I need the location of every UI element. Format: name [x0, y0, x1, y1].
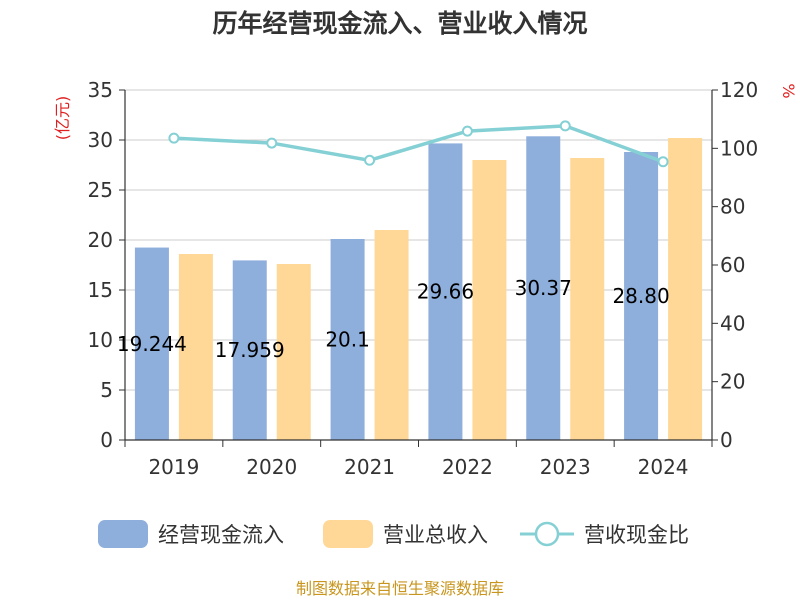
data-labels: 19.244 17.959 20.1 29.66 30.37 28.80	[117, 276, 670, 362]
y-left-tick-label: 20	[88, 228, 113, 252]
legend-label: 营收现金比	[584, 523, 689, 547]
legend-marker	[534, 521, 560, 547]
source-note: 制图数据来自恒生聚源数据库	[296, 579, 504, 598]
x-tick-label: 2019	[148, 455, 199, 479]
y-right-tick-label: 20	[720, 370, 745, 394]
data-label: 20.1	[325, 328, 370, 352]
line-point	[461, 125, 473, 137]
line-point	[657, 156, 669, 168]
y-right-tick-label: 40	[720, 311, 745, 335]
data-label: 19.244	[117, 332, 187, 356]
bar-营业总收入	[472, 160, 507, 440]
y-left-tick-label: 30	[88, 128, 113, 152]
bars	[134, 136, 703, 441]
y-right-tick-label: 120	[720, 78, 758, 102]
data-label: 30.37	[515, 276, 572, 300]
legend: 经营现金流入 营业总收入 营收现金比	[98, 520, 689, 548]
line-series	[168, 120, 669, 168]
legend-label: 经营现金流入	[158, 523, 284, 547]
data-label: 29.66	[417, 280, 474, 304]
line-point	[168, 132, 180, 144]
y-right-tick-label: 0	[720, 428, 733, 452]
x-tick-label: 2021	[344, 455, 395, 479]
bar-经营现金流入	[526, 136, 561, 441]
y-left-tick-label: 10	[88, 328, 113, 352]
bar-经营现金流入	[428, 143, 463, 440]
y-left-tick-label: 0	[100, 428, 113, 452]
gridlines	[125, 89, 712, 391]
bar-营业总收入	[374, 230, 409, 440]
y-left-tick-label: 15	[88, 278, 113, 302]
line-point	[364, 154, 376, 166]
x-tick-label: 2023	[540, 455, 591, 479]
y-right-tick-label: 100	[720, 136, 758, 160]
legend-swatch	[323, 520, 373, 548]
y-left-tick-label: 25	[88, 178, 113, 202]
bar-经营现金流入	[134, 247, 169, 440]
bar-经营现金流入	[624, 152, 659, 440]
y-left-tick-label: 35	[88, 78, 113, 102]
bar-经营现金流入	[232, 260, 267, 440]
line-营收现金比	[173, 124, 664, 164]
x-tick-label: 2024	[638, 455, 689, 479]
x-tick-label: 2022	[442, 455, 493, 479]
data-label: 17.959	[215, 338, 285, 362]
bar-营业总收入	[178, 254, 213, 440]
y-left-axis-label: (亿元)	[53, 96, 72, 141]
data-label: 28.80	[612, 284, 669, 308]
bar-营业总收入	[276, 264, 311, 440]
bar-营业总收入	[570, 158, 605, 440]
x-tick-label: 2020	[246, 455, 297, 479]
legend-label: 营业总收入	[383, 523, 488, 547]
axes: 0 5 10 15 20 25 30 35 0 20 40 60 80 100 120 2019 2020 202…	[88, 78, 759, 479]
chart-title: 历年经营现金流入、营业收入情况	[212, 9, 587, 38]
y-right-tick-label: 60	[720, 253, 745, 277]
bar-经营现金流入	[330, 239, 365, 440]
bar-营业总收入	[668, 138, 703, 440]
y-left-tick-label: 5	[100, 378, 113, 402]
y-right-axis-label: %	[779, 83, 798, 98]
y-right-tick-label: 80	[720, 195, 745, 219]
line-point	[266, 137, 278, 149]
line-point	[559, 120, 571, 132]
legend-swatch	[98, 520, 148, 548]
